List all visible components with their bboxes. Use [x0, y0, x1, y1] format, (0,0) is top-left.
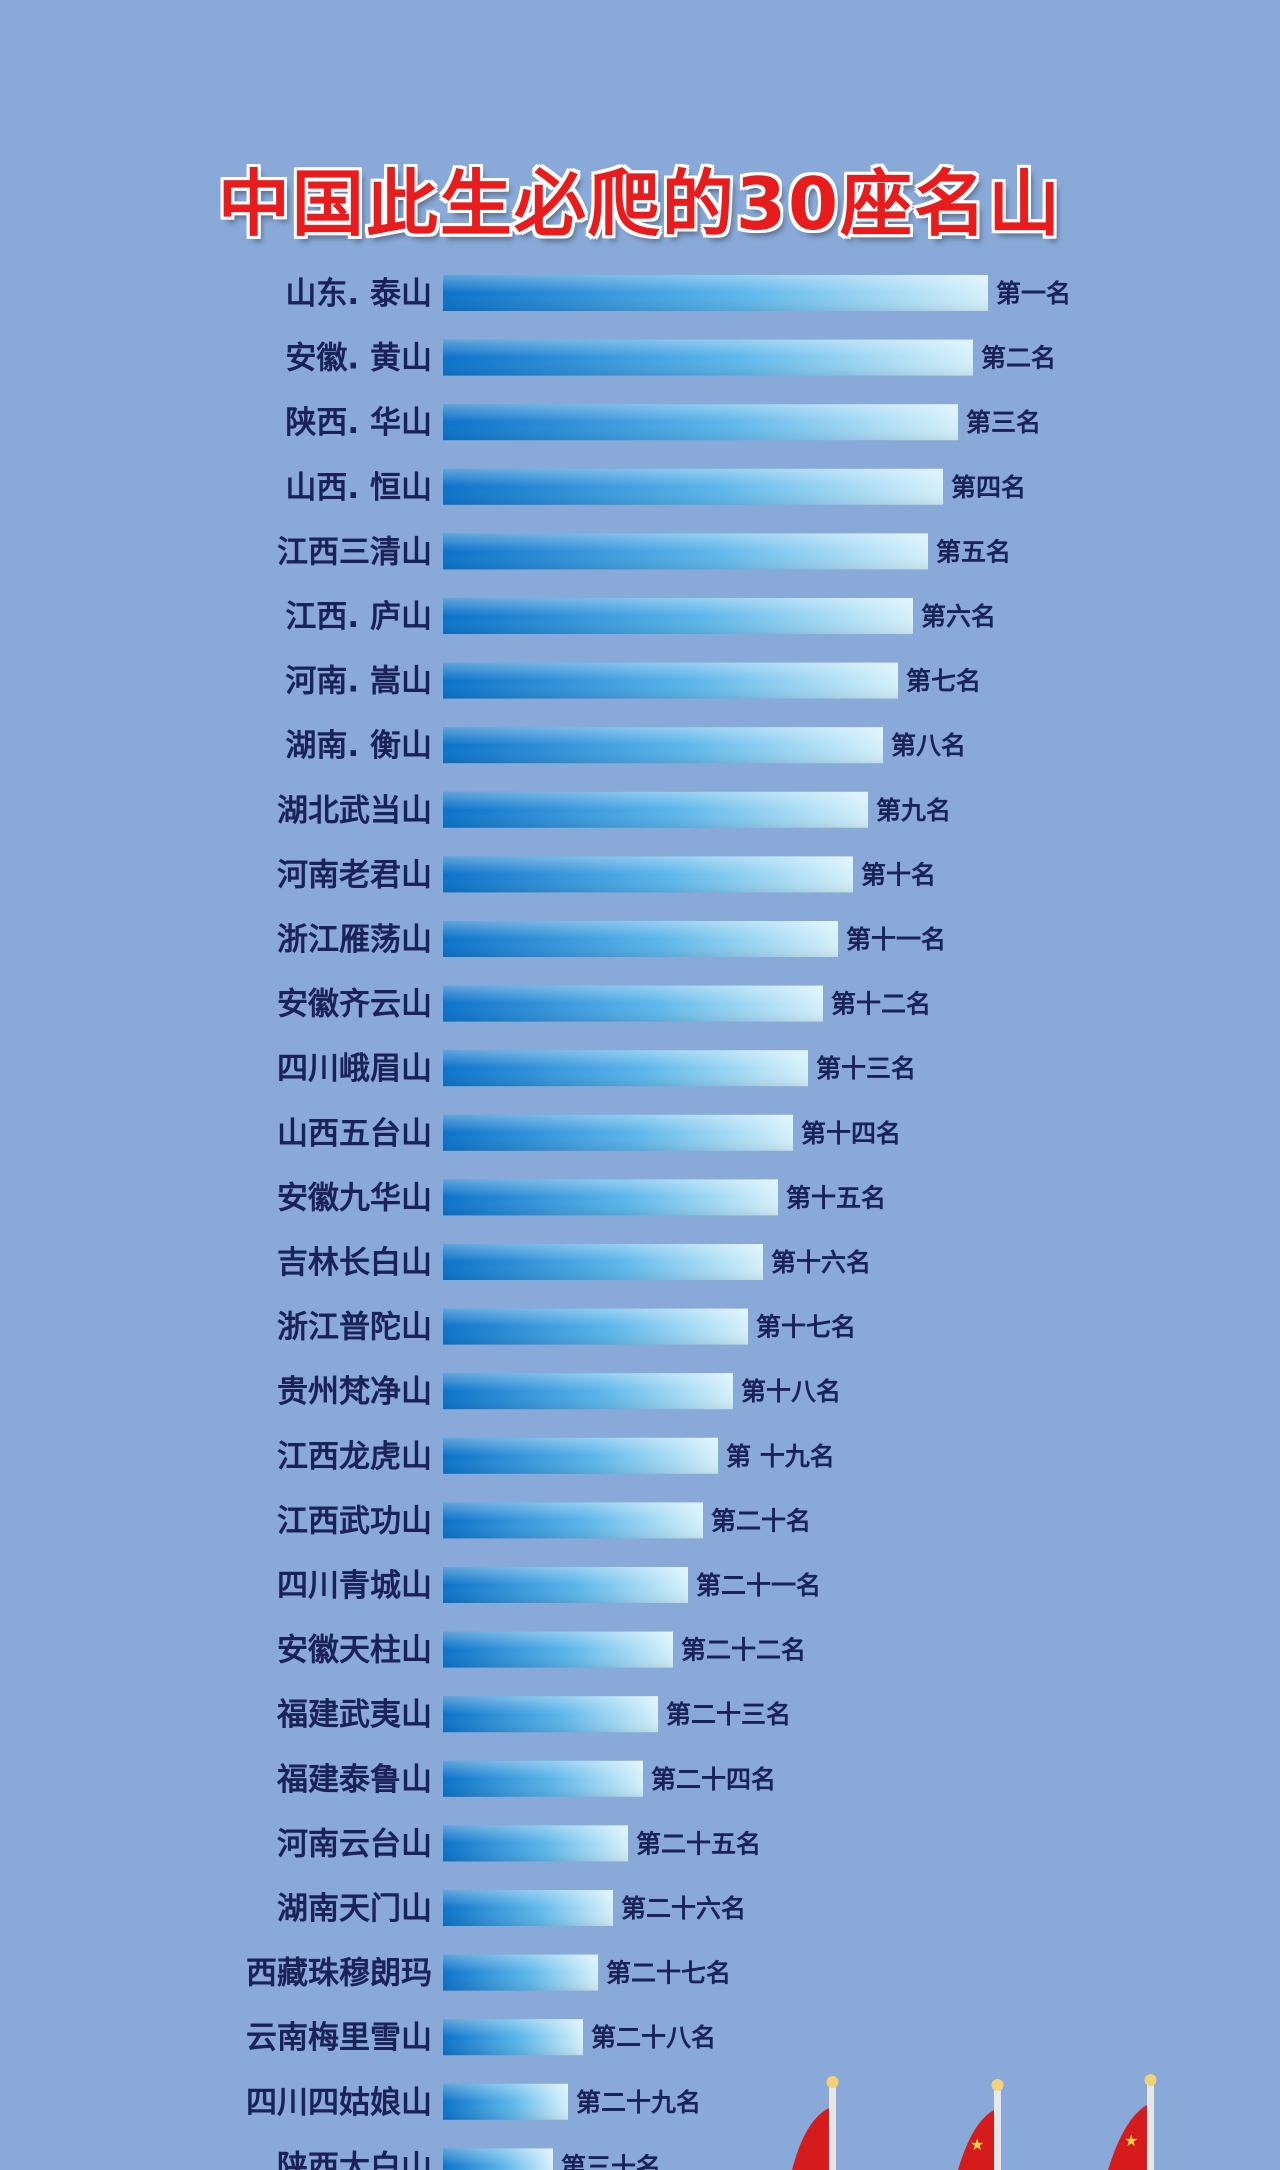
- flag-icon: ★: [1108, 2074, 1157, 2170]
- rank-label: 第二十二名: [681, 1636, 806, 1665]
- bar-highlight: [443, 2148, 553, 2170]
- category-label: 福建泰鲁山: [276, 1762, 432, 1798]
- rank-label: 第九名: [876, 796, 951, 825]
- rank-label: 第二十名: [711, 1506, 811, 1535]
- rank-label: 第十三名: [816, 1054, 916, 1083]
- bar-highlight: [443, 1567, 688, 1603]
- bar-highlight: [443, 533, 928, 570]
- rank-label: 第三十名: [561, 2152, 661, 2170]
- category-label: 江西武功山: [277, 1503, 432, 1539]
- bar-highlight: [443, 921, 838, 957]
- rank-label: 第二十三名: [666, 1700, 791, 1729]
- bar-highlight: [443, 598, 913, 634]
- bar-highlight: [443, 662, 898, 699]
- category-label: 山西五台山: [277, 1116, 432, 1152]
- rank-label: 第十名: [861, 860, 936, 889]
- rank-label: 第三名: [966, 408, 1041, 437]
- bar-highlight: [443, 1050, 808, 1087]
- category-label: 湖南天门山: [277, 1891, 432, 1927]
- rank-label: 第二十四名: [651, 1765, 776, 1794]
- bar-highlight: [443, 985, 823, 1022]
- bar-highlight: [443, 1760, 643, 1797]
- bar-highlight: [443, 1373, 733, 1410]
- category-label: 浙江普陀山: [277, 1310, 432, 1346]
- rank-label: 第十八名: [741, 1377, 841, 1406]
- category-label: 浙江雁荡山: [277, 922, 432, 958]
- category-label: 江西龙虎山: [277, 1439, 432, 1475]
- category-label: 山西. 恒山: [285, 470, 432, 506]
- category-label: 陕西. 华山: [285, 405, 432, 441]
- category-label: 吉林长白山: [277, 1245, 432, 1281]
- category-label: 福建武夷山: [276, 1697, 432, 1733]
- category-label: 河南. 嵩山: [285, 664, 432, 700]
- category-label: 安徽九华山: [277, 1180, 432, 1216]
- rank-label: 第一名: [996, 279, 1071, 308]
- bar-highlight: [443, 275, 988, 311]
- rank-label: 第十六名: [771, 1248, 871, 1277]
- rank-label: 第二十九名: [576, 2088, 701, 2117]
- bar-highlight: [443, 1502, 703, 1539]
- category-label: 四川峨眉山: [277, 1051, 432, 1087]
- category-label: 四川四姑娘山: [246, 2085, 432, 2121]
- category-label: 陕西太白山: [277, 2149, 432, 2170]
- flag-icon: [792, 2076, 839, 2170]
- rank-label: 第五名: [936, 537, 1011, 566]
- category-label: 河南老君山: [277, 857, 432, 893]
- rank-label: 第十五名: [786, 1183, 886, 1212]
- flag-icon: ★: [958, 2079, 1004, 2170]
- bar-highlight: [443, 1890, 613, 1926]
- category-label: 安徽天柱山: [277, 1633, 432, 1669]
- bar-highlight: [443, 1825, 628, 1862]
- bar-highlight: [443, 727, 883, 764]
- rank-label: 第二十七名: [606, 1959, 731, 1988]
- bar-highlight: [443, 2019, 583, 2056]
- rank-label: 第二名: [981, 344, 1056, 373]
- bar-highlight: [443, 1954, 598, 1991]
- category-label: 河南云台山: [277, 1826, 432, 1862]
- rank-label: 第七名: [906, 667, 981, 696]
- bar-highlight: [443, 2083, 568, 2120]
- rank-label: 第十二名: [831, 990, 931, 1019]
- bar-highlight: [443, 339, 973, 376]
- category-label: 山东. 泰山: [285, 276, 432, 312]
- bar-highlight: [443, 791, 868, 828]
- svg-text:★: ★: [970, 2135, 984, 2154]
- rank-label: 第十一名: [846, 925, 946, 954]
- svg-text:★: ★: [1124, 2131, 1138, 2150]
- bar-highlight: [443, 1179, 778, 1216]
- bar-highlight: [443, 468, 943, 505]
- bar-highlight: [443, 1696, 658, 1733]
- bar-highlight: [443, 1631, 673, 1668]
- category-label: 西藏珠穆朗玛: [246, 1956, 432, 1992]
- bar-highlight: [443, 856, 853, 893]
- category-label: 湖南. 衡山: [285, 728, 432, 764]
- category-label: 安徽. 黄山: [285, 341, 432, 377]
- category-label: 云南梅里雪山: [246, 2020, 432, 2056]
- rank-label: 第二十八名: [591, 2023, 716, 2052]
- bar-highlight: [443, 1244, 763, 1280]
- rank-label: 第 十九名: [726, 1442, 835, 1471]
- category-label: 四川青城山: [277, 1568, 432, 1604]
- category-label: 江西. 庐山: [285, 599, 432, 635]
- rank-label: 第十四名: [801, 1119, 901, 1148]
- bar-highlight: [443, 1114, 793, 1151]
- category-label: 贵州梵净山: [277, 1374, 432, 1410]
- bar-highlight: [443, 404, 958, 441]
- rank-label: 第六名: [921, 602, 996, 631]
- category-label: 湖北武当山: [277, 793, 432, 829]
- rank-label: 第二十一名: [696, 1571, 821, 1600]
- rank-label: 第四名: [951, 473, 1026, 502]
- bar-highlight: [443, 1308, 748, 1345]
- rank-label: 第八名: [891, 731, 966, 760]
- bar-highlight: [443, 1437, 718, 1474]
- category-label: 江西三清山: [277, 534, 432, 570]
- chart-title: 中国此生必爬的30座名山: [217, 162, 1063, 246]
- rank-label: 第二十五名: [636, 1829, 761, 1858]
- rank-label: 第二十六名: [621, 1894, 746, 1923]
- category-label: 安徽齐云山: [277, 987, 432, 1023]
- rank-label: 第十七名: [756, 1313, 856, 1342]
